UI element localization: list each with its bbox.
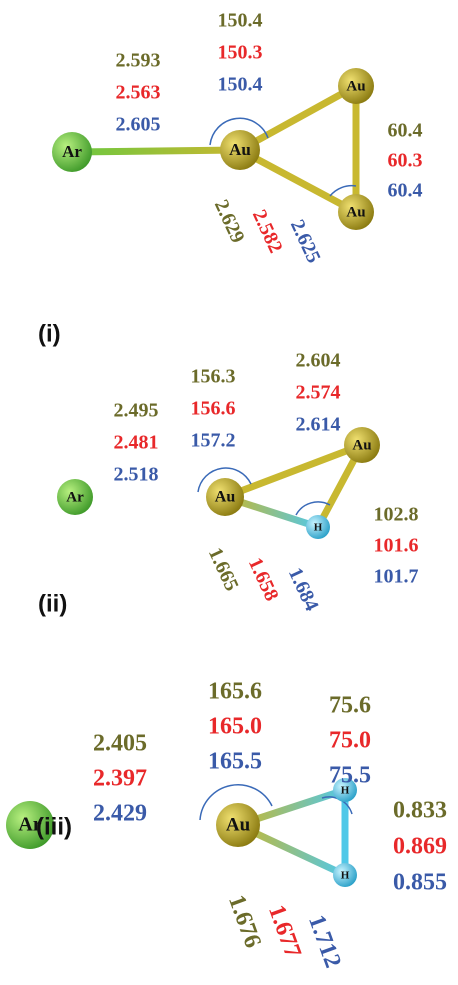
measurement: 1.665 — [204, 544, 243, 594]
measurement: 150.4 — [218, 74, 263, 96]
measurement: 101.6 — [374, 535, 419, 557]
atom-label: Ar — [66, 489, 84, 505]
atom-label: Au — [229, 140, 251, 159]
panel-label: (i) — [38, 320, 61, 347]
bond — [72, 150, 240, 152]
atom-label: Au — [352, 437, 371, 453]
measurement: 2.629 — [210, 196, 249, 246]
measurement: 2.563 — [116, 82, 161, 104]
panel-label: (ii) — [38, 590, 67, 617]
measurement: 101.7 — [374, 566, 419, 588]
measurement: 165.5 — [208, 749, 262, 775]
measurement: 157.2 — [191, 430, 236, 452]
measurement: 60.4 — [388, 180, 423, 202]
measurement: 1.677 — [263, 902, 306, 962]
atom-label: Au — [226, 814, 251, 835]
measurement: 2.481 — [114, 432, 159, 454]
panel: Ar Au Au H 2.495 2.481 2.518 156.3 156.6 157.2 2.6… — [38, 350, 419, 618]
measurement: 2.582 — [248, 206, 287, 256]
atom-label: H — [341, 870, 350, 882]
measurement: 0.869 — [393, 834, 447, 860]
panel: Ar Au Au Au 2.593 2.563 2.605 150.4 150.3 150.4 60… — [38, 10, 423, 348]
atom-label: Au — [346, 204, 365, 220]
measurement: 1.684 — [284, 564, 323, 614]
atom-label: Au — [346, 78, 365, 94]
measurement: 75.0 — [329, 728, 371, 754]
measurement: 60.3 — [388, 150, 423, 172]
measurement: 1.658 — [244, 554, 283, 604]
measurement: 102.8 — [374, 504, 419, 526]
measurement: 165.0 — [208, 714, 262, 740]
measurement: 2.614 — [296, 414, 341, 436]
measurement: 2.405 — [93, 731, 147, 757]
measurement: 1.676 — [223, 892, 266, 952]
measurement: 150.4 — [218, 10, 263, 32]
diagram: Ar Au Au Au 2.593 2.563 2.605 150.4 150.3 150.4 60… — [0, 0, 458, 985]
measurement: 150.3 — [218, 42, 263, 64]
measurement: 2.574 — [296, 382, 341, 404]
measurement: 2.593 — [116, 50, 161, 72]
measurement: 75.5 — [329, 763, 371, 789]
measurement: 165.6 — [208, 679, 262, 705]
measurement: 0.833 — [393, 798, 447, 824]
measurement: 1.712 — [303, 912, 346, 972]
measurement: 2.397 — [93, 766, 147, 792]
measurement: 2.429 — [93, 801, 147, 827]
measurement: 2.518 — [114, 464, 159, 486]
atom-label: H — [314, 522, 323, 534]
measurement: 75.6 — [329, 693, 371, 719]
measurement: 2.625 — [286, 216, 325, 266]
measurement: 0.855 — [393, 870, 447, 896]
measurement: 156.6 — [191, 398, 236, 420]
measurement: 60.4 — [388, 120, 423, 142]
content: Ar Au Au Au 2.593 2.563 2.605 150.4 150.3 150.4 60… — [6, 10, 447, 972]
atom-label: Ar — [62, 142, 82, 161]
atom-label: Au — [215, 489, 236, 506]
measurement: 156.3 — [191, 366, 236, 388]
measurement: 2.495 — [114, 400, 159, 422]
measurement: 2.605 — [116, 114, 161, 136]
panel-label: (iii) — [36, 813, 72, 840]
measurement: 2.604 — [296, 350, 341, 372]
